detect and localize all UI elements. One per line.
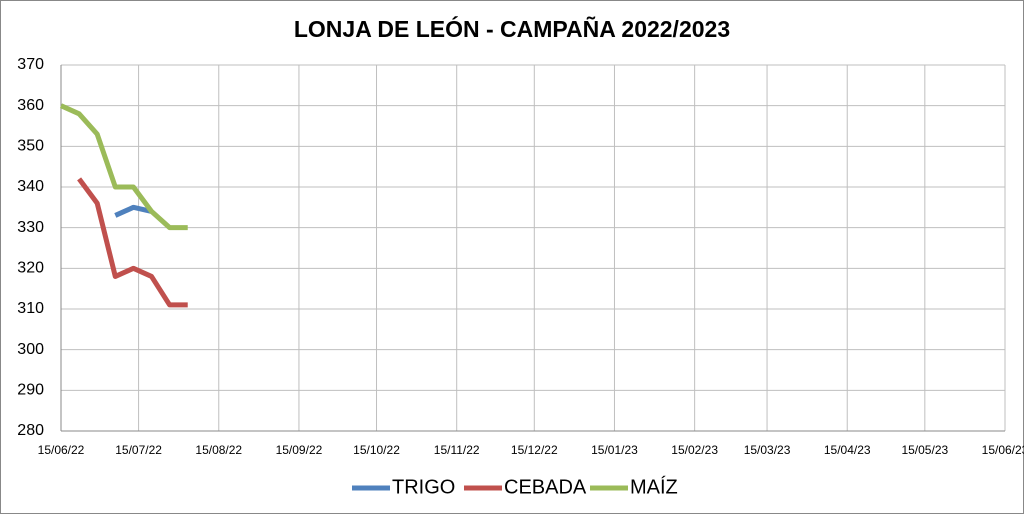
y-tick-label: 340: [17, 178, 44, 195]
x-tick-label: 15/07/22: [115, 443, 162, 457]
y-tick-label: 310: [17, 300, 44, 317]
x-tick-label: 15/03/23: [744, 443, 791, 457]
legend-label: CEBADA: [504, 476, 587, 498]
y-tick-label: 360: [17, 97, 44, 114]
data-line: [59, 103, 188, 231]
legend-label: TRIGO: [392, 476, 455, 498]
y-tick-label: 330: [17, 219, 44, 236]
chart-title: LONJA DE LEÓN - CAMPAÑA 2022/2023: [294, 15, 730, 42]
x-tick-label: 15/05/23: [901, 443, 948, 457]
x-tick-label: 15/08/22: [195, 443, 242, 457]
x-tick-label: 15/12/22: [511, 443, 558, 457]
y-tick-label: 280: [17, 422, 44, 439]
legend-label: MAÍZ: [630, 475, 678, 498]
data-line: [114, 204, 153, 218]
x-tick-label: 15/04/23: [824, 443, 871, 457]
x-tick-label: 15/11/22: [434, 443, 480, 457]
data-line: [77, 177, 188, 308]
x-tick-label: 15/01/23: [591, 443, 638, 457]
x-tick-label: 15/09/22: [276, 443, 323, 457]
x-tick-label: 15/10/22: [353, 443, 400, 457]
y-tick-label: 350: [17, 138, 44, 155]
y-tick-label: 300: [17, 341, 44, 358]
x-tick-label: 15/02/23: [671, 443, 718, 457]
y-tick-label: 320: [17, 260, 44, 277]
x-tick-label: 15/06/22: [38, 443, 85, 457]
y-tick-label: 370: [17, 56, 44, 73]
y-tick-label: 290: [17, 382, 44, 399]
x-tick-label: 15/06/23: [982, 443, 1024, 457]
